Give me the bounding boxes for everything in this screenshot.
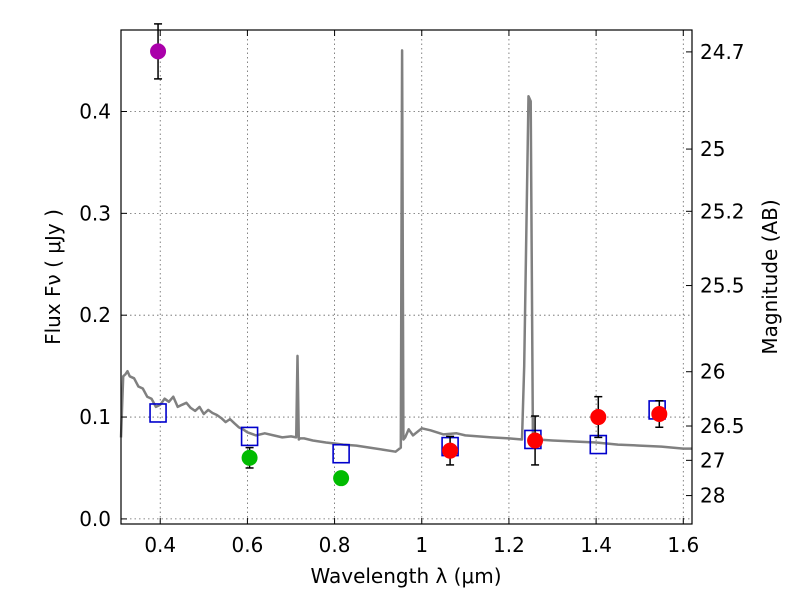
x-tick-label: 1 (415, 533, 428, 557)
x-axis-label: Wavelength λ (μm) (310, 564, 501, 588)
y-tick-label: 0.1 (79, 405, 111, 429)
right-tick-label: 25.2 (700, 199, 745, 223)
right-tick-label: 26 (700, 360, 725, 384)
x-tick-label: 1.6 (667, 533, 699, 557)
right-tick-label: 27 (700, 448, 725, 472)
x-tick-label: 0.8 (319, 533, 351, 557)
right-tick-label: 28 (700, 484, 725, 508)
right-axis-label: Magnitude (AB) (758, 199, 782, 354)
observed-flux-point (590, 409, 607, 426)
right-tick-label: 25 (700, 137, 725, 161)
observed-flux-point (150, 43, 167, 60)
observed-flux-point (241, 449, 258, 466)
model-flux-square (149, 403, 167, 423)
right-tick-label: 26.5 (700, 414, 745, 438)
y-tick-label: 0.2 (79, 303, 111, 327)
x-tick-label: 0.6 (231, 533, 263, 557)
observed-flux-point (527, 432, 544, 449)
x-tick-label: 0.4 (144, 533, 176, 557)
y-tick-label: 0.4 (79, 99, 111, 123)
observed-flux-point (651, 405, 668, 422)
y-axis-label: Flux Fν ( μJy ) (41, 209, 65, 345)
right-tick-label: 25.5 (700, 274, 745, 298)
tick-layer: 0.4 0.6 0.8 1 1.2 1.4 1.6 0.0 0.1 0.2 0.3 0.4 24.7 25… (79, 30, 745, 557)
x-tick-label: 1.4 (580, 533, 612, 557)
spectrum-line (119, 49, 692, 453)
model-flux-square (589, 434, 608, 455)
spectrum-layer (119, 49, 692, 453)
marker-layer (149, 23, 668, 487)
x-tick-label: 1.2 (493, 533, 525, 557)
right-tick-label: 24.7 (700, 40, 745, 64)
plot-frame (120, 29, 693, 525)
observed-flux-point (442, 442, 459, 459)
y-tick-label: 0.3 (79, 201, 111, 225)
y-tick-label: 0.0 (79, 507, 111, 531)
observed-flux-point (333, 470, 350, 487)
grid-layer (121, 30, 692, 524)
model-flux-square (332, 443, 350, 464)
model-flux-square (240, 426, 259, 447)
